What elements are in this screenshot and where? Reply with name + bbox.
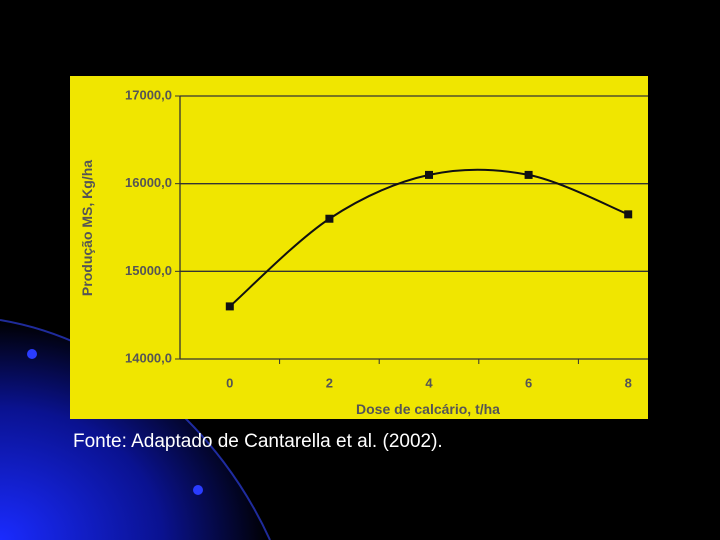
plot [175, 95, 648, 364]
x-tick-label: 6 [525, 375, 532, 390]
marker [225, 302, 234, 311]
marker [425, 170, 433, 179]
x-tick-label: 4 [425, 375, 433, 390]
x-tick-label: 2 [326, 375, 333, 390]
marker [325, 214, 334, 223]
y-tick-label: 15000,0 [125, 263, 172, 278]
y-tick-label: 17000,0 [125, 87, 172, 102]
x-axis-title: Dose de calcário, t/ha [356, 401, 500, 417]
source-note: Fonte: Adaptado de Cantarella et al. (20… [73, 431, 443, 452]
marker [624, 210, 633, 219]
y-axis-title: Produção MS, Kg/ha [79, 160, 95, 296]
marker [524, 170, 533, 179]
x-tick-label: 0 [226, 375, 233, 390]
chart-area [70, 76, 648, 419]
decoration [27, 349, 37, 359]
x-tick-label: 8 [625, 375, 632, 390]
decoration [193, 485, 203, 495]
y-tick-label: 16000,0 [125, 175, 172, 190]
y-tick-label: 14000,0 [125, 350, 172, 365]
decoration [0, 320, 270, 540]
